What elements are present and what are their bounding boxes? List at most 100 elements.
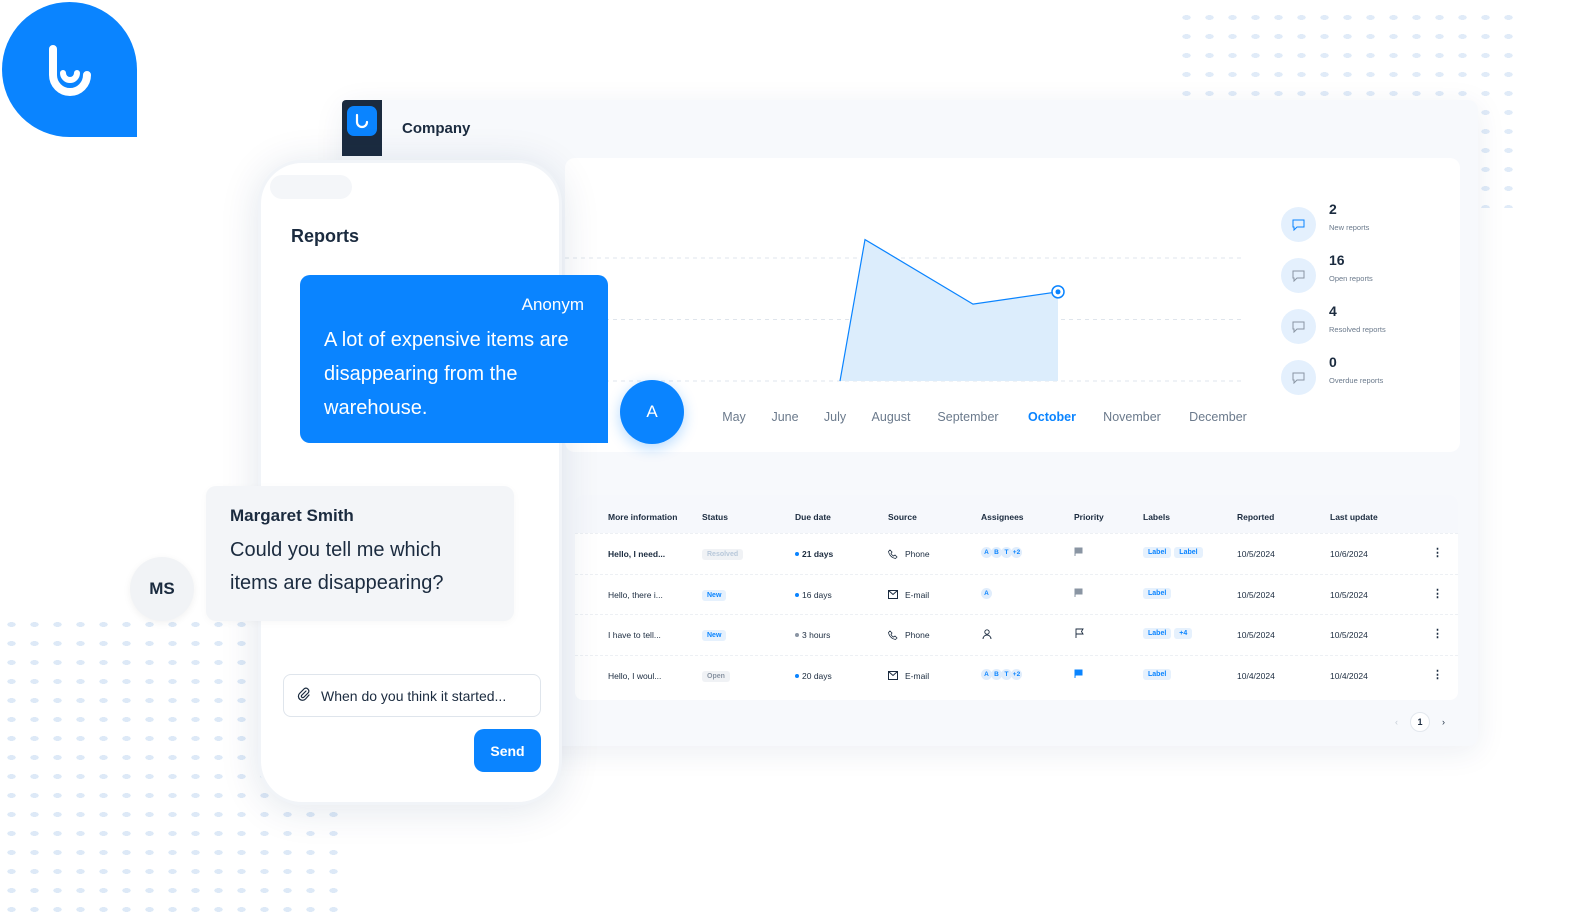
last-update-date: 10/4/2024 xyxy=(1330,670,1368,681)
table-row[interactable]: Hello, there i... New 16 days E-mail A L… xyxy=(575,573,1458,614)
column-header[interactable]: Status xyxy=(702,512,728,522)
column-header[interactable]: Priority xyxy=(1074,512,1104,522)
due-dot xyxy=(795,673,799,678)
company-title: Company xyxy=(402,120,471,137)
reported-date: 10/4/2024 xyxy=(1237,670,1275,681)
stat-label: Resolved reports xyxy=(1329,325,1386,334)
column-header[interactable]: Assignees xyxy=(981,512,1024,522)
status-badge: New xyxy=(702,630,727,641)
info-cell[interactable]: Hello, I woul... xyxy=(608,670,662,681)
column-header[interactable]: Last update xyxy=(1330,512,1378,522)
assignee-avatar: T xyxy=(1001,547,1012,558)
message-bubble-margaret: Margaret Smith Could you tell me which i… xyxy=(206,486,514,621)
label-tag: Label xyxy=(1143,628,1172,639)
x-tick-label: May xyxy=(722,410,746,424)
assignee-avatar: +2 xyxy=(1011,668,1022,680)
flag-icon[interactable] xyxy=(1074,547,1083,556)
message-author: Anonym xyxy=(521,295,584,314)
stat-value: 4 xyxy=(1329,303,1337,319)
column-header[interactable]: Reported xyxy=(1237,512,1275,522)
page-button[interactable]: 1 xyxy=(1410,712,1430,732)
message-input-value: When do you think it started... xyxy=(321,687,507,704)
source: Phone xyxy=(905,630,930,640)
stat-resolved-reports: 4 Resolved reports xyxy=(1281,303,1386,344)
flag-icon[interactable] xyxy=(1074,588,1083,597)
flag-icon[interactable] xyxy=(1074,669,1083,678)
avatar: A xyxy=(620,380,684,444)
assignee-avatar: T xyxy=(1001,668,1012,680)
due-dot xyxy=(795,592,799,597)
chat-dots-icon xyxy=(1281,258,1316,293)
chat-check-icon xyxy=(1281,309,1316,344)
label-tag: Label xyxy=(1174,547,1203,558)
due-dot xyxy=(795,633,799,637)
area-fill xyxy=(840,239,1058,381)
flag-outline-icon[interactable] xyxy=(1074,628,1085,639)
user-icon[interactable] xyxy=(981,628,993,640)
status-badge: Open xyxy=(702,670,730,682)
x-tick-label: December xyxy=(1189,410,1247,424)
info-cell[interactable]: Hello, I need... xyxy=(608,549,666,559)
due-date: 3 hours xyxy=(802,630,831,640)
label-tag: Label xyxy=(1143,547,1172,558)
series-line xyxy=(839,238,1059,382)
source: Phone xyxy=(905,549,930,559)
paperclip-icon[interactable] xyxy=(297,687,311,704)
reports-table: More information Status Due date Source Assi… xyxy=(575,495,1458,700)
due-date: 20 days xyxy=(802,670,832,681)
avatar: MS xyxy=(130,557,194,621)
stat-value: 0 xyxy=(1329,354,1337,370)
mail-icon xyxy=(888,590,898,599)
column-header[interactable]: More information xyxy=(608,512,678,522)
phone-icon xyxy=(888,549,898,559)
assignee-avatar: B xyxy=(991,547,1002,558)
reported-date: 10/5/2024 xyxy=(1237,630,1275,640)
assignee-avatar: A xyxy=(981,668,992,680)
phone-notch xyxy=(270,175,352,199)
due-date: 16 days xyxy=(802,589,832,600)
more-options-icon[interactable]: ⋮ xyxy=(1432,587,1443,600)
table-header: More information Status Due date Source Assi… xyxy=(575,495,1458,533)
pagination: ‹ 1 › xyxy=(1395,712,1445,732)
status-badge: Resolved xyxy=(702,549,744,560)
info-cell[interactable]: I have to tell... xyxy=(608,630,661,640)
more-options-icon[interactable]: ⋮ xyxy=(1432,547,1443,559)
x-tick-label: November xyxy=(1103,410,1161,424)
label-tag: Label xyxy=(1143,668,1172,680)
stat-label: Open reports xyxy=(1329,274,1373,283)
x-tick-label: August xyxy=(871,410,911,424)
table-row[interactable]: Hello, I need... Resolved 21 days Phone … xyxy=(575,533,1458,573)
column-header[interactable]: Source xyxy=(888,512,917,522)
more-options-icon[interactable]: ⋮ xyxy=(1432,628,1443,640)
message-bubble-anonym: Anonym A lot of expensive items are disa… xyxy=(300,275,608,443)
stat-value: 16 xyxy=(1329,252,1345,268)
area-chart xyxy=(565,238,1245,382)
phone-icon xyxy=(888,630,898,640)
source: E-mail xyxy=(905,589,930,600)
next-page-icon[interactable]: › xyxy=(1442,717,1445,727)
column-header[interactable]: Due date xyxy=(795,512,831,522)
last-update-date: 10/5/2024 xyxy=(1330,630,1368,640)
x-tick-label: October xyxy=(1028,410,1076,424)
label-tag: Label xyxy=(1143,587,1172,599)
chat-alert-icon xyxy=(1281,360,1316,395)
more-options-icon[interactable]: ⋮ xyxy=(1432,668,1443,681)
due-dot xyxy=(795,552,799,556)
x-tick-label: June xyxy=(771,410,799,424)
table-row[interactable]: I have to tell... New 3 hours Phone Labe… xyxy=(575,614,1458,654)
send-button[interactable]: Send xyxy=(474,729,541,772)
column-header[interactable]: Labels xyxy=(1143,512,1170,522)
message-input[interactable]: When do you think it started... xyxy=(283,674,541,717)
source: E-mail xyxy=(905,670,930,681)
message-author: Margaret Smith xyxy=(230,506,354,525)
stat-new-reports: 2 New reports xyxy=(1281,201,1369,242)
label-tag: +4 xyxy=(1174,628,1193,639)
last-update-date: 10/6/2024 xyxy=(1330,549,1368,559)
stat-open-reports: 16 Open reports xyxy=(1281,252,1373,293)
assignee-avatar: +2 xyxy=(1011,547,1022,558)
prev-page-icon[interactable]: ‹ xyxy=(1395,717,1398,727)
info-cell[interactable]: Hello, there i... xyxy=(608,589,663,600)
assignee-avatar: B xyxy=(991,668,1002,680)
assignee-avatar: A xyxy=(981,587,992,599)
